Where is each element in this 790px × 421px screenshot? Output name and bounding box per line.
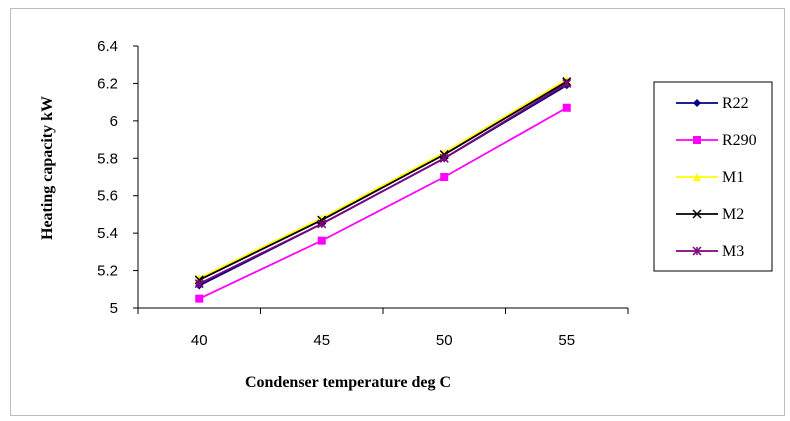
y-tick-label: 5.4 bbox=[97, 225, 118, 242]
legend-item: R22 bbox=[676, 95, 749, 112]
legend-label: M1 bbox=[722, 169, 744, 186]
data-point bbox=[317, 219, 327, 229]
data-point bbox=[439, 153, 449, 163]
x-tick-label: 55 bbox=[558, 332, 575, 349]
y-tick-label: 5.6 bbox=[97, 188, 118, 205]
series-m1 bbox=[195, 75, 571, 283]
y-axis-title: Heating capacity kW bbox=[39, 96, 56, 240]
legend-label: M3 bbox=[722, 243, 744, 260]
data-point bbox=[440, 173, 449, 181]
x-tick-label: 45 bbox=[313, 332, 330, 349]
legend-marker bbox=[693, 136, 701, 144]
y-tick-label: 5.8 bbox=[97, 150, 118, 167]
x-tick-label: 40 bbox=[191, 332, 208, 349]
axes: 5 5.2 5.4 5.6 5.8 6 6.2 6.4 40 45 50 55 bbox=[97, 38, 629, 349]
data-point bbox=[562, 78, 572, 88]
series-layer bbox=[194, 75, 572, 303]
data-point bbox=[195, 294, 204, 303]
legend-label: M2 bbox=[722, 206, 744, 223]
data-point bbox=[194, 279, 204, 289]
series-line bbox=[198, 82, 568, 285]
legend-item: R290 bbox=[676, 132, 757, 149]
legend-marker bbox=[692, 246, 702, 256]
legend-label: R290 bbox=[722, 132, 757, 149]
legend-label: R22 bbox=[722, 95, 749, 112]
legend: R22 R290 M1 M2 M3 bbox=[653, 81, 773, 272]
x-axis-title: Condenser temperature deg C bbox=[245, 374, 451, 391]
data-point bbox=[562, 103, 571, 112]
y-tick-label: 5.2 bbox=[97, 263, 118, 280]
y-tick-label: 5 bbox=[110, 300, 118, 317]
y-tick-label: 6 bbox=[110, 113, 118, 130]
y-tick-label: 6.4 bbox=[97, 38, 118, 55]
data-point bbox=[317, 236, 326, 245]
legend-item: M2 bbox=[676, 206, 744, 223]
y-tick-label: 6.2 bbox=[97, 75, 118, 92]
series-r290 bbox=[195, 103, 571, 303]
series-line bbox=[198, 80, 568, 281]
x-tick-label: 50 bbox=[436, 332, 453, 349]
data-point bbox=[195, 274, 204, 283]
legend-marker bbox=[693, 99, 701, 107]
legend-marker bbox=[693, 173, 701, 181]
series-m3 bbox=[194, 78, 572, 289]
series-line bbox=[198, 78, 568, 279]
series-line bbox=[198, 106, 568, 300]
legend-marker bbox=[692, 209, 702, 219]
legend-item: M3 bbox=[676, 243, 744, 260]
legend-item: M1 bbox=[676, 169, 744, 186]
